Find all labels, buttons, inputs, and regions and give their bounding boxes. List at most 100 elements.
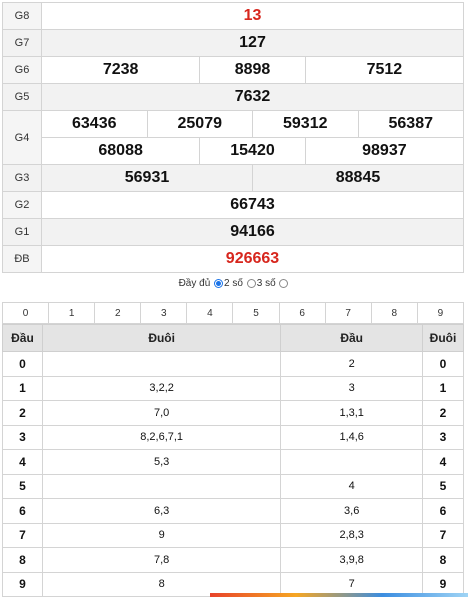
header-dau: Đầu: [2, 324, 43, 352]
row-tails: 5,3: [41, 449, 282, 475]
prize-label: G5: [2, 83, 42, 111]
row-tails: 3,2,2: [41, 375, 282, 401]
prize-number: 94166: [41, 218, 464, 246]
prize-label: G2: [2, 191, 42, 219]
prize-number: 7238: [40, 56, 201, 84]
prize-label: G8: [2, 2, 42, 30]
row-key: 8: [2, 547, 43, 573]
row-heads: 2,8,3: [280, 522, 424, 548]
prize-number: 7512: [304, 56, 465, 84]
prize-row-g4: G4 63436 25079 59312 56387: [2, 110, 464, 165]
row-tails: 9: [41, 522, 282, 548]
row-key: 1: [2, 375, 43, 401]
loto-row: 4 5,3 4: [2, 449, 464, 475]
row-key-right: 3: [422, 424, 464, 450]
prize-label: G7: [2, 29, 42, 57]
loto-row: 8 7,8 3,9,8 8: [2, 547, 464, 573]
row-tails: 6,3: [41, 498, 282, 524]
prize-row-g6: G6 7238 8898 7512: [2, 56, 465, 84]
row-key-right: 8: [422, 547, 464, 573]
row-tails: 7,8: [41, 547, 282, 573]
loto-row: 2 7,0 1,3,1 2: [2, 400, 464, 426]
prize-number: 56387: [357, 110, 464, 138]
digit-filter-0[interactable]: 0: [1, 302, 50, 324]
footer-ad-strip[interactable]: [210, 593, 468, 597]
prize-number: 127: [41, 29, 464, 57]
prize-number: 66743: [41, 191, 464, 219]
option-full[interactable]: Đầy đủ: [178, 278, 211, 289]
row-heads: 1,3,1: [280, 400, 424, 426]
row-heads: 2: [280, 351, 424, 377]
row-key-right: 6: [422, 498, 464, 524]
digit-filter-4[interactable]: 4: [186, 302, 234, 324]
prize-label: G1: [2, 218, 42, 246]
radio-two-digits[interactable]: [214, 278, 224, 288]
row-key: 9: [2, 571, 43, 597]
prize-number: 68088: [40, 137, 201, 165]
row-key: 4: [2, 449, 43, 475]
prize-number: 56931: [41, 164, 253, 192]
row-heads: 3,6: [280, 498, 424, 524]
header-duoi: Đuôi: [41, 324, 282, 352]
row-heads: 3: [280, 375, 424, 401]
prize-number: 63436: [41, 110, 148, 138]
digit-filter-1[interactable]: 1: [48, 302, 96, 324]
prize-label: G4: [2, 110, 42, 165]
digit-filter-9[interactable]: 9: [416, 302, 465, 324]
digit-filter-7[interactable]: 7: [324, 302, 372, 324]
digit-filter-8[interactable]: 8: [370, 302, 418, 324]
radio-three-digits[interactable]: [246, 278, 256, 288]
prize-row-g1: G1 94166: [2, 218, 464, 246]
prize-row-g3: G3 56931 88845: [2, 164, 464, 192]
prize-number: 98937: [304, 137, 465, 165]
digit-filter: 0 1 2 3 4 5 6 7 8 9: [1, 302, 465, 324]
row-tails: 8: [41, 571, 282, 597]
digit-filter-6[interactable]: 6: [278, 302, 326, 324]
row-key-right: 4: [422, 449, 464, 475]
digit-filter-3[interactable]: 3: [140, 302, 188, 324]
display-options: Đầy đủ 2 số 3 số: [0, 278, 468, 289]
row-tails: 8,2,6,7,1: [41, 424, 282, 450]
prize-number: 7632: [41, 83, 464, 111]
row-key-right: 0: [422, 351, 464, 377]
row-tails: [41, 473, 282, 499]
header-duoi-right: Đuôi: [422, 324, 464, 352]
row-key: 5: [2, 473, 43, 499]
radio-extra[interactable]: [279, 278, 289, 288]
row-heads: [280, 449, 424, 475]
row-key-right: 1: [422, 375, 464, 401]
option-three-label[interactable]: 3 số: [256, 278, 276, 289]
row-key: 7: [2, 522, 43, 548]
loto-row: 3 8,2,6,7,1 1,4,6 3: [2, 424, 464, 450]
prize-label: G3: [2, 164, 42, 192]
row-key: 3: [2, 424, 43, 450]
row-heads: 3,9,8: [280, 547, 424, 573]
prize-row-g4b: 68088 15420 98937: [3, 137, 465, 165]
header-dau-right: Đầu: [280, 324, 424, 352]
digit-filter-5[interactable]: 5: [232, 302, 280, 324]
row-key: 6: [2, 498, 43, 524]
row-key-right: 7: [422, 522, 464, 548]
row-heads: 4: [280, 473, 424, 499]
prize-row-g7: G7 127: [2, 29, 464, 57]
loto-header: Đầu Đuôi Đầu Đuôi: [2, 324, 464, 352]
row-tails: 7,0: [41, 400, 282, 426]
row-key-right: 2: [422, 400, 464, 426]
loto-table: Đầu Đuôi Đầu Đuôi 0 2 0 1 3,2,2 3 1 2 7,0 1,3,1 2 3…: [2, 324, 464, 597]
loto-row: 6 6,3 3,6 6: [2, 498, 464, 524]
prize-row-g8: G8 13: [2, 2, 464, 30]
prize-label: G6: [2, 56, 42, 84]
row-key-right: 5: [422, 473, 464, 499]
prize-row-g5: G5 7632: [2, 83, 464, 111]
prize-number: 59312: [252, 110, 359, 138]
option-two-label[interactable]: 2 số: [224, 278, 243, 289]
row-tails: [41, 351, 282, 377]
prize-number: 13: [41, 2, 464, 30]
digit-filter-2[interactable]: 2: [94, 302, 142, 324]
prize-number: 25079: [146, 110, 253, 138]
loto-row: 1 3,2,2 3 1: [2, 375, 464, 401]
loto-row: 7 9 2,8,3 7: [2, 522, 464, 548]
prize-number: 15420: [199, 137, 306, 165]
